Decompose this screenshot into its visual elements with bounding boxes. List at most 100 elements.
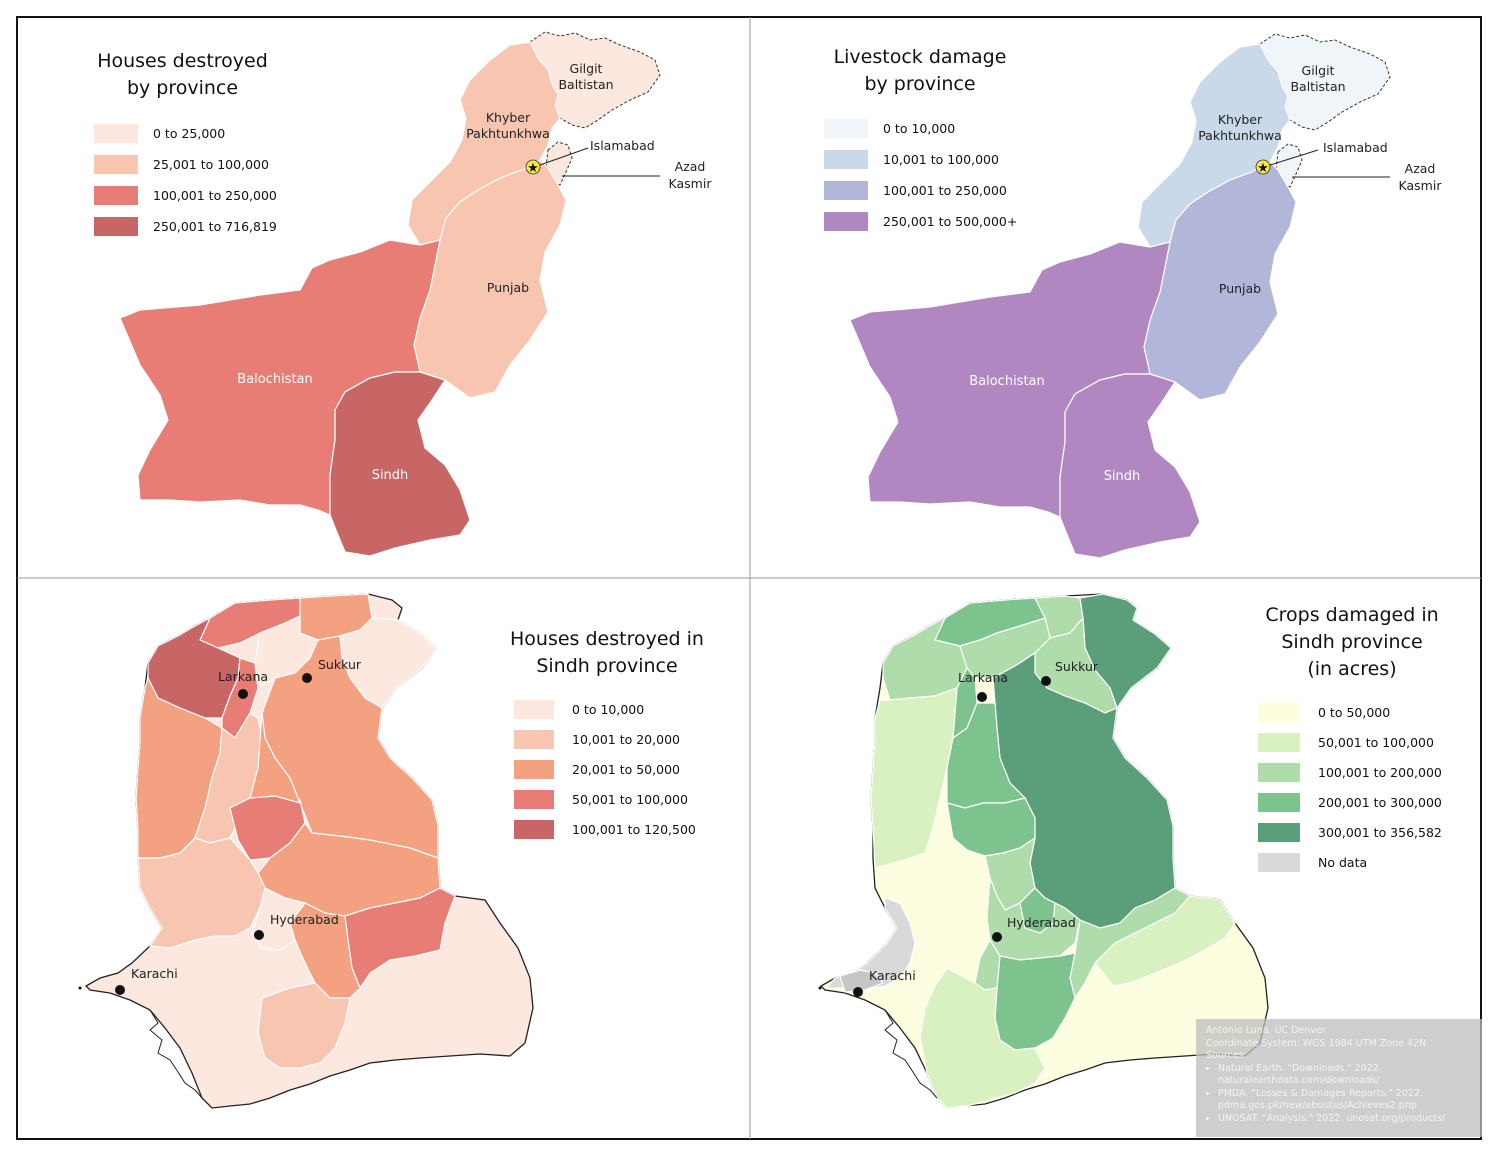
credits-author: Antonio Luna, UC Denver [1206,1025,1326,1036]
legend-swatch [514,699,554,719]
credits-sources-list: Natural Earth. "Downloads." 2022. natura… [1206,1063,1472,1126]
city-label-hyderabad: Hyderabad [1007,915,1076,930]
title-line-3: (in acres) [1307,658,1397,680]
label-gilgit-2: Baltistan [558,77,613,92]
legend-label: 0 to 50,000 [1318,704,1391,720]
region-sindh [1059,373,1201,559]
legend-livestock-by-province: 0 to 10,000 10,001 to 100,000 100,001 to… [824,113,1017,237]
credits-source-item: Natural Earth. "Downloads." 2022. natura… [1218,1063,1472,1088]
district [257,982,351,1069]
title-line-1: Houses destroyed [97,50,268,72]
label-punjab: Punjab [487,280,529,295]
legend-label: 50,001 to 100,000 [572,791,688,807]
islamabad-star-icon: ★ [1257,161,1269,176]
label-islamabad: Islamabad [1323,140,1388,155]
legend-item: 20,001 to 50,000 [514,754,696,784]
legend-label: 300,001 to 356,582 [1318,824,1442,840]
legend-swatch [1258,792,1300,812]
legend-swatch [514,759,554,779]
city-label-karachi: Karachi [869,968,916,983]
legend-label: 100,001 to 120,500 [572,821,696,837]
city-label-karachi: Karachi [131,966,178,981]
label-sindh: Sindh [372,468,409,483]
legend-label: 0 to 25,000 [153,126,226,141]
legend-item: 200,001 to 300,000 [1258,787,1442,817]
city-marker-karachi [853,987,863,997]
label-khyber-2: Pakhtunkhwa [1198,128,1282,143]
label-islamabad: Islamabad [590,138,655,153]
legend-item: 100,001 to 200,000 [1258,757,1442,787]
legend-item: 100,001 to 250,000 [94,180,277,211]
label-gilgit-1: Gilgit [570,61,603,76]
legend-swatch [824,119,868,138]
legend-swatch [94,217,138,236]
title-line-2: by province [864,73,976,95]
label-gilgit-1: Gilgit [1302,63,1335,78]
city-label-larkana: Larkana [958,670,1008,685]
credits-source-item: UNOSAT. "Analysis." 2022. unosat.org/pro… [1218,1113,1472,1126]
legend-swatch [1258,762,1300,782]
legend-item: 50,001 to 100,000 [1258,727,1442,757]
district-no-data [839,969,884,993]
panel-livestock-by-province: ★ Gilgit Baltistan Khyber Pakhtunkhwa Is… [730,2,1500,578]
label-khyber-1: Khyber [1218,112,1263,127]
coastline-detail [149,1009,203,1099]
legend-swatch [824,150,868,169]
district [249,712,302,804]
title-line-2: Sindh province [1281,631,1423,653]
legend-houses-sindh: 0 to 10,000 10,001 to 20,000 20,001 to 5… [514,694,696,844]
dot-decor [78,986,82,990]
legend-label: 0 to 10,000 [572,701,645,717]
city-marker-larkana [238,689,248,699]
legend-swatch [94,155,138,174]
region-azad-kashmir [1275,143,1303,188]
panel-crops-sindh: Larkana Sukkur Hyderabad Karachi Crops d… [735,578,1485,1139]
legend-label: 25,001 to 100,000 [153,157,269,172]
region-azad-kashmir [545,141,573,186]
credits-source-item: PMDA. "Losses & Damages Reports." 2022. … [1218,1088,1472,1113]
city-marker-sukkur [302,673,312,683]
legend-swatch [514,789,554,809]
title-crops-sindh: Crops damaged in Sindh province (in acre… [1245,602,1459,683]
panel-houses-by-province: ★ Gilgit Baltistan Khyber Pakhtunkhwa Is… [0,0,750,578]
credits-coord: Coordinate System: WGS 1984 UTM Zone 42N [1206,1037,1427,1049]
legend-item: 0 to 10,000 [514,694,696,724]
legend-swatch [94,124,138,143]
map-houses-by-province: ★ Gilgit Baltistan Khyber Pakhtunkhwa Is… [119,31,713,557]
islamabad-star-icon: ★ [527,161,539,176]
title-line-1: Livestock damage [833,46,1007,68]
legend-item: 10,001 to 20,000 [514,724,696,754]
title-line-1: Crops damaged in [1265,604,1439,626]
city-marker-hyderabad [992,932,1002,942]
label-azad-2: Kasmir [669,176,713,191]
city-marker-hyderabad [254,930,264,940]
legend-label: 250,001 to 716,819 [153,219,277,234]
label-azad-1: Azad [675,159,706,174]
islamabad-leader [1269,149,1319,166]
map-livestock-by-province: ★ Gilgit Baltistan Khyber Pakhtunkhwa Is… [849,33,1442,559]
dot-decor [818,986,822,990]
city-label-sukkur: Sukkur [1055,659,1099,674]
label-sindh: Sindh [1104,469,1141,484]
legend-item: 10,001 to 100,000 [824,144,1017,175]
legend-label: 10,001 to 100,000 [883,152,999,167]
legend-houses-by-province: 0 to 25,000 25,001 to 100,000 100,001 to… [94,118,277,242]
legend-label: 200,001 to 300,000 [1318,794,1442,810]
legend-swatch [1258,702,1300,722]
islamabad-leader [539,147,589,166]
label-balochistan: Balochistan [969,374,1045,389]
map-crops-sindh: Larkana Sukkur Hyderabad Karachi [818,593,1269,1109]
district [137,837,266,949]
legend-swatch [1258,822,1300,842]
district [919,967,1046,1109]
legend-crops-sindh: 0 to 50,000 50,001 to 100,000 100,001 to… [1258,697,1442,877]
legend-label: 10,001 to 20,000 [572,731,680,747]
islamabad-marker [1255,159,1271,175]
legend-item: No data [1258,847,1442,877]
legend-swatch [824,181,868,200]
region-sindh [329,371,471,557]
legend-item: 100,001 to 120,500 [514,814,696,844]
legend-item: 300,001 to 356,582 [1258,817,1442,847]
legend-label: 250,001 to 500,000+ [883,214,1018,229]
